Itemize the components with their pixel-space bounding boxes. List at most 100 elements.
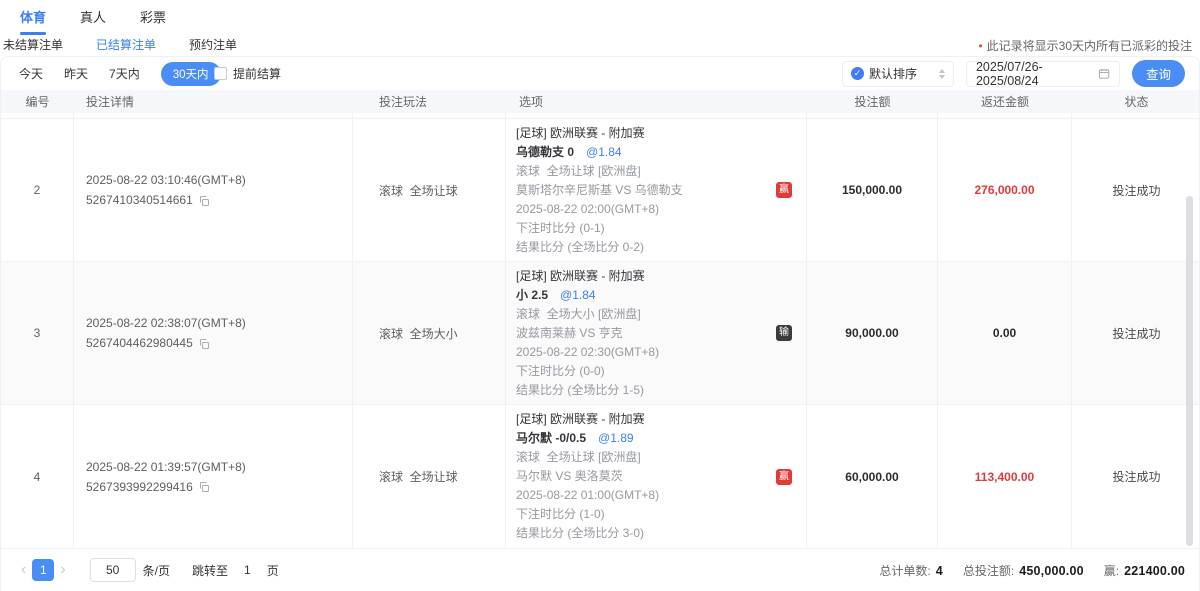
odds-link[interactable]: @1.84 xyxy=(560,287,596,302)
table-row: 4 2025-08-22 01:39:57(GMT+8) 52673939922… xyxy=(1,405,1199,548)
cell-status: 投注成功 xyxy=(1112,183,1161,198)
option-league: [足球] 欧洲联赛 - 附加赛 xyxy=(516,412,645,426)
filter-right-controls: ✓ 默认排序 2025/07/26-2025/08/24 查询 xyxy=(841,57,1185,90)
option-match-time: 2025-08-22 02:00(GMT+8) xyxy=(516,201,660,216)
early-settle-checkbox-group[interactable]: 提前结算 xyxy=(214,57,281,90)
vertical-scrollbar[interactable] xyxy=(1186,196,1193,546)
table-footer: ‹ 1 › 条/页 跳转至 1 页 总计单数:4 总投注额:450,000.00… xyxy=(1,548,1199,591)
early-settle-checkbox[interactable] xyxy=(214,67,227,80)
early-settle-label: 提前结算 xyxy=(233,67,282,81)
date-range-picker[interactable]: 2025/07/26-2025/08/24 xyxy=(965,59,1120,88)
option-result-score: 结果比分 (全场比分 3-0) xyxy=(516,526,645,540)
notice-text: • 此记录将显示30天内所有已派彩的投注 xyxy=(978,39,1192,53)
cell-return-amount: 276,000.00 xyxy=(938,119,1072,261)
filter-yesterday[interactable]: 昨天 xyxy=(64,67,89,81)
tab-reserved-bets[interactable]: 预约注单 xyxy=(189,38,238,52)
header-bet-amount: 投注额 xyxy=(854,95,891,109)
option-bet-score: 下注时比分 (0-1) xyxy=(516,220,605,235)
header-bet-detail: 投注详情 xyxy=(86,95,135,109)
option-result-score: 结果比分 (全场比分 0-2) xyxy=(516,239,645,254)
header-return-amount: 返还金额 xyxy=(980,95,1029,109)
cell-id: 3 xyxy=(1,262,74,404)
cell-bet-amount: 150,000.00 xyxy=(807,119,938,261)
filter-bar: 今天 昨天 7天内 30天内 提前结算 ✓ 默认排序 2025/07/26-20… xyxy=(1,57,1199,90)
sorter-icon xyxy=(938,68,945,79)
option-bet-score: 下注时比分 (0-0) xyxy=(516,363,605,378)
header-id: 编号 xyxy=(25,95,50,109)
odds-link[interactable]: @1.89 xyxy=(598,431,634,445)
sub-tabs: 未结算注单 已结算注单 预约注单 xyxy=(3,36,237,60)
cell-id: 4 xyxy=(1,405,74,548)
option-market: 滚球 全场让球 [欧洲盘] xyxy=(516,163,641,178)
option-match-time: 2025-08-22 01:00(GMT+8) xyxy=(516,488,660,502)
table-row: 3 2025-08-22 02:38:07(GMT+8) 52674044629… xyxy=(1,262,1199,405)
table-header: 编号 投注详情 投注玩法 选项 投注额 返还金额 状态 xyxy=(1,90,1199,113)
option-result-score: 结果比分 (全场比分 1-5) xyxy=(516,382,645,397)
page-unit-label: 页 xyxy=(266,563,279,578)
cell-option: [足球] 欧洲联赛 - 附加赛 马尔默 -0/0.5 @1.89 滚球 全场让球 … xyxy=(506,405,807,548)
order-number: 5267393992299416 xyxy=(86,479,193,494)
cell-play-type: 滚球 全场让球 xyxy=(353,119,506,261)
tab-lottery[interactable]: 彩票 xyxy=(140,10,167,25)
per-page-label: 条/页 xyxy=(142,563,170,578)
date-range-value: 2025/07/26-2025/08/24 xyxy=(975,59,1043,88)
option-match: 马尔默 VS 奥洛莫茨 xyxy=(516,469,623,483)
option-league: [足球] 欧洲联赛 - 附加赛 xyxy=(516,125,645,140)
option-market: 滚球 全场让球 [欧洲盘] xyxy=(516,450,641,464)
option-selection: 乌德勒支 0 @1.84 xyxy=(516,144,622,159)
cell-bet-amount: 60,000.00 xyxy=(807,405,938,548)
option-bet-score: 下注时比分 (1-0) xyxy=(516,507,605,521)
copy-icon[interactable] xyxy=(198,338,210,350)
sort-select[interactable]: ✓ 默认排序 xyxy=(841,60,954,87)
jump-to-label: 跳转至 xyxy=(192,563,229,578)
page-1-button[interactable]: 1 xyxy=(32,559,55,581)
cell-bet-detail: 2025-08-22 03:10:46(GMT+8) 5267410340514… xyxy=(74,119,353,261)
previous-row-sliver xyxy=(1,113,1199,119)
copy-icon[interactable] xyxy=(198,195,210,207)
cell-play-type: 滚球 全场大小 xyxy=(353,262,506,404)
jump-page-number: 1 xyxy=(244,563,251,577)
order-number: 5267410340514661 xyxy=(86,193,193,207)
page-size-input[interactable] xyxy=(89,558,136,582)
cell-bet-detail: 2025-08-22 01:39:57(GMT+8) 5267393992299… xyxy=(74,405,353,548)
filter-30days[interactable]: 30天内 xyxy=(160,61,221,86)
pagination: ‹ 1 › 条/页 跳转至 1 页 xyxy=(15,558,279,582)
prev-page-button[interactable]: ‹ xyxy=(21,561,27,578)
cell-status: 投注成功 xyxy=(1112,470,1161,484)
header-play-type: 投注玩法 xyxy=(379,95,428,109)
option-market: 滚球 全场大小 [欧洲盘] xyxy=(516,306,641,321)
tab-sports[interactable]: 体育 xyxy=(20,7,46,35)
order-number: 5267404462980445 xyxy=(86,336,193,350)
total-count: 总计单数: 4 xyxy=(879,563,943,578)
option-match: 莫斯塔尔辛尼斯基 VS 乌德勒支 xyxy=(516,182,683,197)
total-win: 赢: 221400.00 xyxy=(1103,563,1185,578)
filter-7days[interactable]: 7天内 xyxy=(109,67,140,81)
total-bet-amount: 总投注额: 450,000.00 xyxy=(962,563,1084,578)
next-page-button[interactable]: › xyxy=(60,561,66,578)
option-selection: 马尔默 -0/0.5 @1.89 xyxy=(516,431,634,445)
tab-live[interactable]: 真人 xyxy=(80,10,107,25)
notice-bullet-icon: • xyxy=(978,39,983,53)
top-tabs: 体育 真人 彩票 xyxy=(20,7,166,35)
header-option: 选项 xyxy=(519,95,544,109)
quick-filters: 今天 昨天 7天内 30天内 xyxy=(19,57,221,90)
search-button[interactable]: 查询 xyxy=(1131,60,1185,87)
option-match-time: 2025-08-22 02:30(GMT+8) xyxy=(516,344,660,359)
bet-time: 2025-08-22 02:38:07(GMT+8) xyxy=(86,316,246,330)
copy-icon[interactable] xyxy=(198,481,210,493)
cell-id: 2 xyxy=(1,119,74,261)
option-league: [足球] 欧洲联赛 - 附加赛 xyxy=(516,268,645,283)
cell-option: [足球] 欧洲联赛 - 附加赛 小 2.5 @1.84 滚球 全场大小 [欧洲盘]… xyxy=(506,262,807,404)
cell-bet-detail: 2025-08-22 02:38:07(GMT+8) 5267404462980… xyxy=(74,262,353,404)
check-circle-icon: ✓ xyxy=(850,67,864,80)
bet-time: 2025-08-22 03:10:46(GMT+8) xyxy=(86,173,246,187)
tab-unsettled-bets[interactable]: 未结算注单 xyxy=(3,38,64,52)
bet-time: 2025-08-22 01:39:57(GMT+8) xyxy=(86,459,246,474)
filter-today[interactable]: 今天 xyxy=(19,67,44,81)
tab-settled-bets[interactable]: 已结算注单 xyxy=(96,36,156,60)
option-selection: 小 2.5 @1.84 xyxy=(516,287,596,302)
cell-play-type: 滚球 全场让球 xyxy=(353,405,506,548)
odds-link[interactable]: @1.84 xyxy=(586,144,622,159)
cell-status: 投注成功 xyxy=(1112,326,1161,341)
summary: 总计单数: 4 总投注额: 450,000.00 赢: 221400.00 xyxy=(879,562,1185,579)
